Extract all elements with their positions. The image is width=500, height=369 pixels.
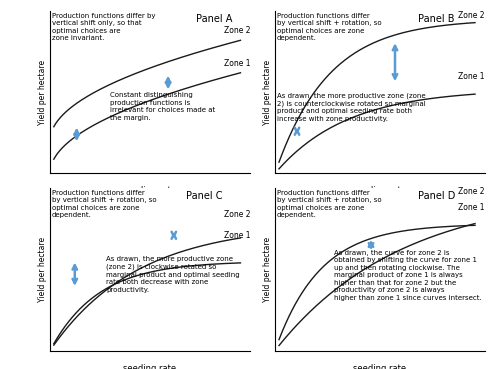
Text: Panel B: Panel B bbox=[418, 14, 455, 24]
Text: Production functions differ by
vertical shift only, so that
optimal choices are
: Production functions differ by vertical … bbox=[52, 13, 156, 41]
Y-axis label: Yield per hectare: Yield per hectare bbox=[38, 237, 47, 302]
Text: Production functions differ
by vertical shift + rotation, so
optimal choices are: Production functions differ by vertical … bbox=[277, 13, 382, 41]
Text: Constant distinguishing
production functions is
irrelevant for choices made at
t: Constant distinguishing production funct… bbox=[110, 92, 215, 121]
Text: Production functions differ
by vertical shift + rotation, so
optimal choices are: Production functions differ by vertical … bbox=[277, 190, 382, 218]
Text: Zone 2: Zone 2 bbox=[224, 210, 250, 219]
Text: seeding rate: seeding rate bbox=[354, 186, 406, 196]
Text: Panel D: Panel D bbox=[418, 192, 455, 201]
Text: seeding rate: seeding rate bbox=[124, 363, 176, 369]
Text: As drawn, the more productive zone
(zone 2) is clockwise rotated so
marginal pro: As drawn, the more productive zone (zone… bbox=[106, 256, 240, 293]
Text: Zone 1: Zone 1 bbox=[458, 203, 485, 212]
Text: Zone 1: Zone 1 bbox=[224, 231, 250, 240]
Text: Zone 1: Zone 1 bbox=[224, 59, 250, 68]
Text: Panel C: Panel C bbox=[186, 192, 222, 201]
Text: Panel A: Panel A bbox=[196, 14, 232, 24]
Text: Zone 1: Zone 1 bbox=[458, 72, 485, 80]
Text: seeding rate: seeding rate bbox=[124, 186, 176, 196]
Text: Production functions differ
by vertical shift + rotation, so
optimal choices are: Production functions differ by vertical … bbox=[52, 190, 156, 218]
Y-axis label: Yield per hectare: Yield per hectare bbox=[38, 60, 47, 125]
Text: Zone 2: Zone 2 bbox=[458, 11, 485, 20]
Text: seeding rate: seeding rate bbox=[354, 363, 406, 369]
Y-axis label: Yield per hectare: Yield per hectare bbox=[263, 60, 272, 125]
Text: Zone 2: Zone 2 bbox=[224, 26, 250, 35]
Y-axis label: Yield per hectare: Yield per hectare bbox=[263, 237, 272, 302]
Text: As drawn, the curve for zone 2 is
obtained by shifting the curve for zone 1
up a: As drawn, the curve for zone 2 is obtain… bbox=[334, 250, 482, 301]
Text: Zone 2: Zone 2 bbox=[458, 187, 485, 196]
Text: As drawn, the more productive zone (zone
2) is counterclockwise rotated so margi: As drawn, the more productive zone (zone… bbox=[277, 92, 426, 122]
